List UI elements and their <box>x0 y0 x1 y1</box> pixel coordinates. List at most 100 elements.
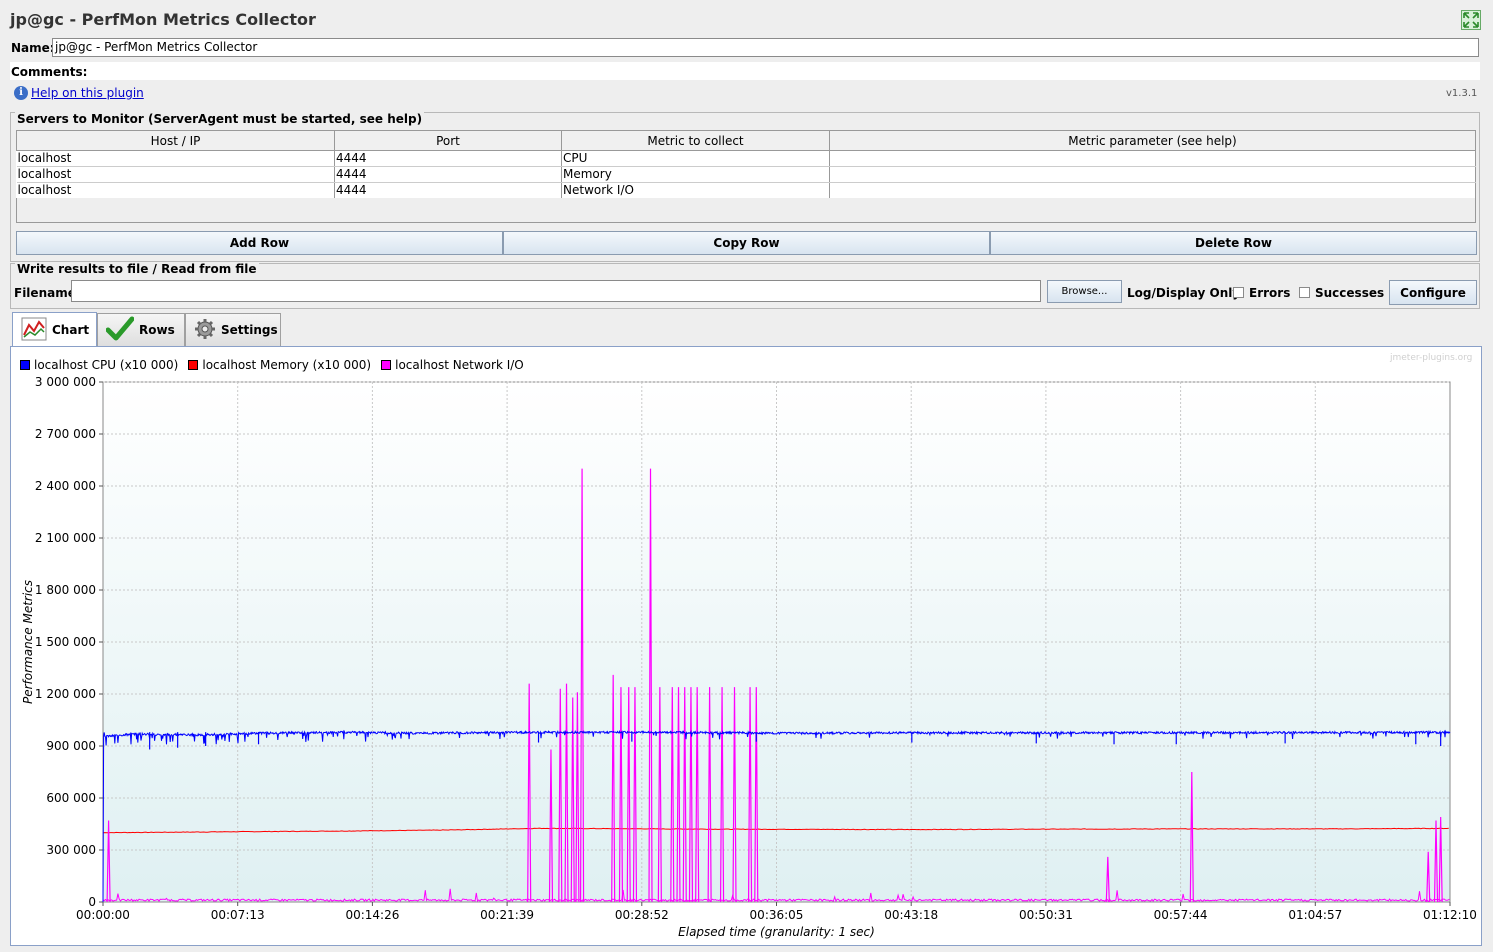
network-spike <box>657 687 662 903</box>
table-row[interactable]: localhost 4444 Memory <box>16 166 1476 183</box>
version-label: v1.3.1 <box>1446 88 1478 99</box>
tab-settings[interactable]: Settings <box>185 313 281 346</box>
cell-host[interactable]: localhost <box>16 182 335 199</box>
y-tick-label: 3 000 000 <box>35 375 96 389</box>
y-tick-label: 2 100 000 <box>35 531 96 545</box>
info-icon: i <box>14 86 28 100</box>
errors-label: Errors <box>1249 286 1291 300</box>
y-tick-label: 1 500 000 <box>35 635 96 649</box>
column-header-port[interactable]: Port <box>334 130 562 151</box>
table-empty-area <box>16 198 1476 223</box>
expand-icon[interactable] <box>1461 10 1481 30</box>
y-tick-label: 600 000 <box>46 791 96 805</box>
gear-icon <box>194 318 216 343</box>
series-line-cpu <box>102 729 1451 903</box>
comments-area[interactable] <box>10 62 1480 80</box>
network-spike <box>747 687 753 903</box>
network-spike <box>527 683 532 903</box>
network-spike <box>682 687 687 903</box>
network-spike <box>732 687 737 903</box>
network-spike <box>558 688 563 903</box>
network-spike <box>670 687 675 903</box>
watermark: jmeter-plugins.org <box>1390 353 1473 363</box>
cell-port[interactable]: 4444 <box>334 166 562 183</box>
x-axis-title: Elapsed time (granularity: 1 sec) <box>678 925 875 939</box>
network-spike <box>695 687 700 903</box>
network-spike <box>1105 856 1110 903</box>
network-spike <box>754 687 759 903</box>
y-tick-label: 0 <box>88 895 96 909</box>
tab-chart[interactable]: Chart <box>12 312 97 347</box>
cell-metric[interactable]: CPU <box>561 150 830 167</box>
cell-parameter[interactable] <box>829 166 1476 183</box>
cell-host[interactable]: localhost <box>16 166 335 183</box>
tab-settings-label: Settings <box>221 323 278 337</box>
x-tick-label: 00:36:05 <box>750 908 804 922</box>
network-spike <box>707 687 712 903</box>
y-tick-label: 900 000 <box>46 739 96 753</box>
network-spike <box>632 687 638 903</box>
cell-port[interactable]: 4444 <box>334 150 562 167</box>
column-header-host[interactable]: Host / IP <box>16 130 335 151</box>
column-header-metric[interactable]: Metric to collect <box>561 130 830 151</box>
tab-chart-label: Chart <box>52 323 90 337</box>
network-spike <box>611 674 616 903</box>
name-label: Name: <box>11 41 55 55</box>
x-tick-label: 00:28:52 <box>615 908 669 922</box>
x-tick-label: 00:14:26 <box>345 908 399 922</box>
file-panel <box>10 263 1480 309</box>
filename-label: Filename <box>14 286 76 300</box>
cell-port[interactable]: 4444 <box>334 182 562 199</box>
network-spike <box>626 687 631 903</box>
legend-item-memory: localhost Memory (x10 000) <box>188 358 371 372</box>
series-line-network <box>102 888 1450 903</box>
x-tick-label: 01:04:57 <box>1288 908 1342 922</box>
x-tick-label: 00:43:18 <box>884 908 938 922</box>
add-row-button[interactable]: Add Row <box>16 231 503 255</box>
servers-panel-title: Servers to Monitor (ServerAgent must be … <box>15 112 425 126</box>
network-spike <box>1438 817 1443 903</box>
log-display-label: Log/Display Only: <box>1127 286 1245 300</box>
successes-checkbox[interactable] <box>1299 287 1310 298</box>
table-row[interactable]: localhost 4444 CPU <box>16 150 1476 167</box>
network-spike <box>570 697 575 903</box>
errors-checkbox[interactable] <box>1233 287 1244 298</box>
filename-input[interactable] <box>71 280 1041 302</box>
x-tick-label: 01:12:10 <box>1423 908 1477 922</box>
cell-parameter[interactable] <box>829 150 1476 167</box>
cell-metric[interactable]: Memory <box>561 166 830 183</box>
delete-row-button[interactable]: Delete Row <box>990 231 1477 255</box>
browse-button[interactable]: Browse... <box>1047 280 1122 303</box>
column-header-parameter[interactable]: Metric parameter (see help) <box>829 130 1476 151</box>
tab-rows-label: Rows <box>139 323 175 337</box>
x-tick-label: 00:57:44 <box>1154 908 1208 922</box>
help-link[interactable]: Help on this plugin <box>31 86 144 100</box>
copy-row-button[interactable]: Copy Row <box>503 231 990 255</box>
cell-metric[interactable]: Network I/O <box>561 182 830 199</box>
comments-label: Comments: <box>11 65 88 79</box>
chart-legend: localhost CPU (x10 000) localhost Memory… <box>20 358 524 372</box>
name-input[interactable]: jp@gc - PerfMon Metrics Collector <box>52 38 1479 57</box>
network-spike <box>688 687 694 903</box>
network-spike <box>648 468 653 903</box>
configure-button[interactable]: Configure <box>1389 280 1477 305</box>
checkmark-icon <box>105 316 135 345</box>
tab-rows[interactable]: Rows <box>97 313 185 346</box>
network-spike <box>676 687 681 903</box>
y-axis-title: Performance Metrics <box>21 580 35 704</box>
cell-host[interactable]: localhost <box>16 150 335 167</box>
y-tick-label: 2 700 000 <box>35 427 96 441</box>
table-row[interactable]: localhost 4444 Network I/O <box>16 182 1476 199</box>
servers-table: Host / IP Port Metric to collect Metric … <box>16 130 1476 199</box>
servers-panel <box>10 112 1480 262</box>
legend-swatch-cpu <box>20 360 30 370</box>
y-tick-label: 1 800 000 <box>35 583 96 597</box>
chart-icon <box>21 317 47 344</box>
network-spike <box>106 820 111 903</box>
legend-label-network: localhost Network I/O <box>395 358 524 372</box>
network-spike <box>719 687 725 903</box>
successes-label: Successes <box>1315 286 1385 300</box>
cell-parameter[interactable] <box>829 182 1476 199</box>
legend-item-network: localhost Network I/O <box>381 358 524 372</box>
x-tick-label: 00:50:31 <box>1019 908 1073 922</box>
